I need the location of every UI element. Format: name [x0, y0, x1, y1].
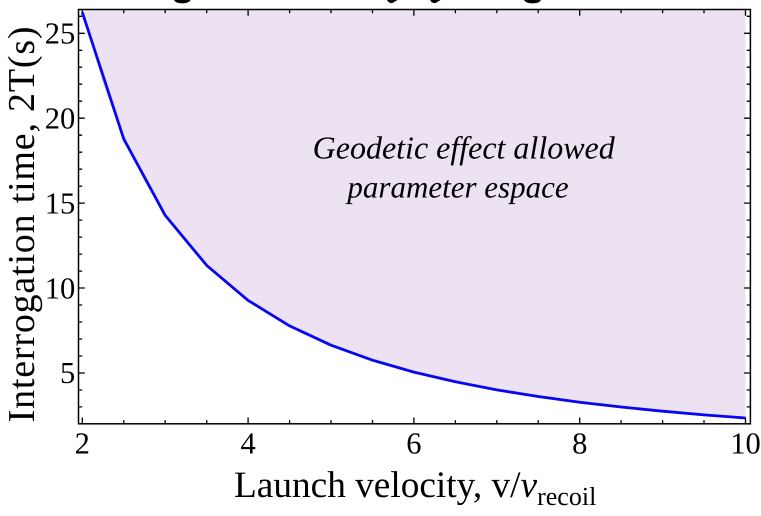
svg-text:6: 6: [406, 427, 421, 461]
svg-text:4: 4: [240, 427, 255, 461]
svg-text:Launch velocity, v/vrecoil: Launch velocity, v/vrecoil: [234, 465, 596, 511]
svg-text:10: 10: [45, 271, 76, 305]
svg-text:Geodetic effect allowed: Geodetic effect allowed: [313, 130, 616, 166]
svg-text:15: 15: [45, 186, 76, 220]
svg-text:20: 20: [45, 101, 76, 135]
svg-text:Interrogation time, 2T(s): Interrogation time, 2T(s): [1, 26, 43, 423]
svg-text:5: 5: [60, 356, 75, 390]
svg-text:25: 25: [45, 17, 76, 51]
svg-text:2: 2: [75, 427, 90, 461]
svg-text:parameter espace: parameter espace: [345, 170, 568, 205]
svg-text:10: 10: [730, 427, 761, 461]
svg-text:8: 8: [572, 427, 587, 461]
